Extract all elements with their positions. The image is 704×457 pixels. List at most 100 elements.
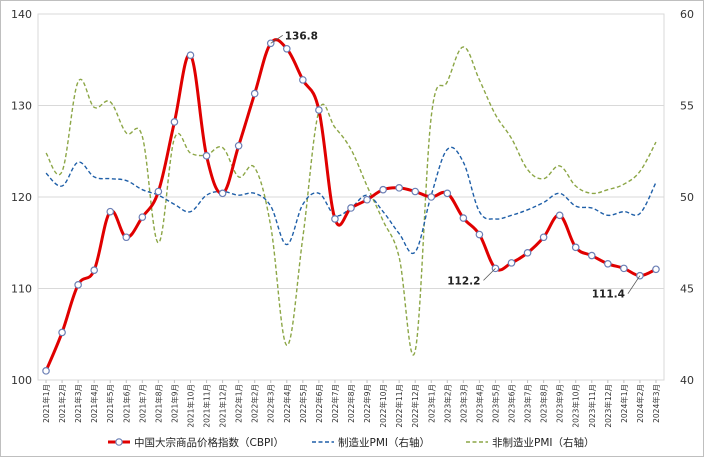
- data-point: [218, 189, 227, 198]
- series-line-1: [45, 146, 657, 255]
- x-tick-label: 2021年8月: [153, 384, 163, 423]
- x-tick-label: 2023年9月: [555, 384, 565, 423]
- data-point: [539, 233, 548, 242]
- callout-label: 136.8: [285, 30, 318, 42]
- data-point: [652, 265, 660, 274]
- y-right-tick-label: 55: [680, 100, 694, 113]
- callout-label: 112.2: [447, 275, 480, 287]
- legend-label-0: 中国大宗商品价格指数（CBPI）: [134, 436, 284, 449]
- x-tick-label: 2024年3月: [651, 384, 661, 423]
- data-point: [347, 204, 355, 212]
- data-point: [604, 259, 612, 268]
- y-right-tick-label: 50: [680, 191, 694, 204]
- data-point: [571, 243, 580, 252]
- x-tick-label: 2021年3月: [73, 384, 83, 423]
- data-point: [58, 328, 66, 337]
- x-tick-label: 2022年12月: [410, 384, 420, 428]
- callout-leader: [483, 268, 496, 281]
- x-tick-label: 2022年2月: [250, 384, 260, 423]
- x-tick-label: 2022年6月: [314, 384, 324, 423]
- callout-label: 111.4: [592, 289, 625, 301]
- data-point: [411, 187, 420, 196]
- x-tick-label: 2024年1月: [619, 384, 629, 423]
- x-tick-label: 2022年4月: [282, 384, 292, 423]
- x-tick-label: 2024年2月: [635, 384, 645, 423]
- data-point: [507, 259, 516, 267]
- data-point: [138, 213, 147, 221]
- data-point: [523, 249, 532, 257]
- data-point: [555, 211, 564, 220]
- data-point: [186, 51, 195, 59]
- data-point: [234, 141, 243, 150]
- x-tick-label: 2022年5月: [298, 384, 308, 423]
- data-point: [74, 281, 82, 289]
- x-tick-label: 2023年10月: [571, 384, 581, 428]
- data-point: [250, 89, 259, 98]
- x-tick-label: 2023年8月: [539, 384, 549, 423]
- x-tick-label: 2022年9月: [362, 384, 372, 423]
- x-tick-label: 2021年7月: [137, 384, 147, 423]
- x-tick-label: 2021年1月: [41, 384, 51, 423]
- y-right-tick-label: 60: [680, 8, 694, 21]
- data-point: [379, 185, 387, 194]
- data-point: [122, 233, 131, 242]
- series-line-2: [45, 46, 657, 356]
- x-tick-label: 2023年1月: [426, 384, 436, 423]
- x-tick-label: 2021年9月: [169, 384, 179, 423]
- x-tick-label: 2021年12月: [218, 384, 228, 428]
- data-point: [459, 214, 468, 222]
- x-tick-label: 2023年6月: [507, 384, 517, 423]
- x-tick-label: 2021年2月: [57, 384, 67, 423]
- x-tick-label: 2023年2月: [442, 384, 452, 423]
- x-tick-label: 2023年4月: [474, 384, 484, 423]
- data-point: [299, 76, 307, 84]
- x-tick-label: 2023年11月: [587, 384, 597, 428]
- legend-label-2: 非制造业PMI（右轴）: [492, 436, 595, 449]
- data-point: [475, 230, 484, 239]
- data-point: [363, 195, 371, 204]
- y-left-tick-label: 120: [11, 191, 32, 204]
- y-left-tick-label: 130: [11, 100, 32, 113]
- data-point: [587, 251, 596, 260]
- callout-leader: [627, 275, 641, 294]
- x-tick-label: 2022年11月: [394, 384, 404, 428]
- x-tick-label: 2021年4月: [89, 384, 99, 423]
- x-tick-label: 2021年6月: [121, 384, 131, 423]
- data-point: [443, 189, 452, 198]
- x-tick-label: 2021年10月: [185, 384, 195, 428]
- x-tick-label: 2022年8月: [346, 384, 356, 423]
- data-point: [282, 44, 291, 53]
- data-point: [202, 152, 211, 160]
- series-line-0: [44, 38, 657, 372]
- y-left-tick-label: 110: [11, 283, 32, 296]
- data-point: [331, 215, 339, 223]
- data-point: [315, 106, 323, 114]
- x-tick-label: 2022年10月: [378, 384, 388, 428]
- x-tick-label: 2023年12月: [603, 384, 613, 428]
- callout-leader: [270, 34, 283, 44]
- legend-marker: [115, 438, 123, 446]
- x-tick-label: 2022年7月: [330, 384, 340, 423]
- data-point: [154, 187, 163, 196]
- x-tick-label: 2022年1月: [234, 384, 244, 423]
- data-point: [106, 207, 115, 216]
- data-point: [395, 184, 403, 192]
- data-point: [170, 118, 179, 126]
- data-point: [620, 264, 628, 273]
- x-tick-label: 2023年3月: [458, 384, 468, 423]
- legend-label-1: 制造业PMI（右轴）: [338, 436, 430, 449]
- y-left-tick-label: 140: [11, 8, 32, 21]
- x-tick-label: 2023年5月: [490, 384, 500, 423]
- data-point: [90, 266, 98, 275]
- y-left-tick-label: 100: [11, 374, 32, 387]
- data-point: [42, 367, 50, 375]
- y-right-tick-label: 40: [680, 374, 694, 387]
- x-tick-label: 2022年3月: [266, 384, 276, 423]
- x-tick-label: 2021年5月: [105, 384, 115, 423]
- x-tick-label: 2023年7月: [523, 384, 533, 423]
- y-right-tick-label: 45: [680, 283, 694, 296]
- data-point: [427, 193, 436, 201]
- x-tick-label: 2021年11月: [202, 384, 212, 428]
